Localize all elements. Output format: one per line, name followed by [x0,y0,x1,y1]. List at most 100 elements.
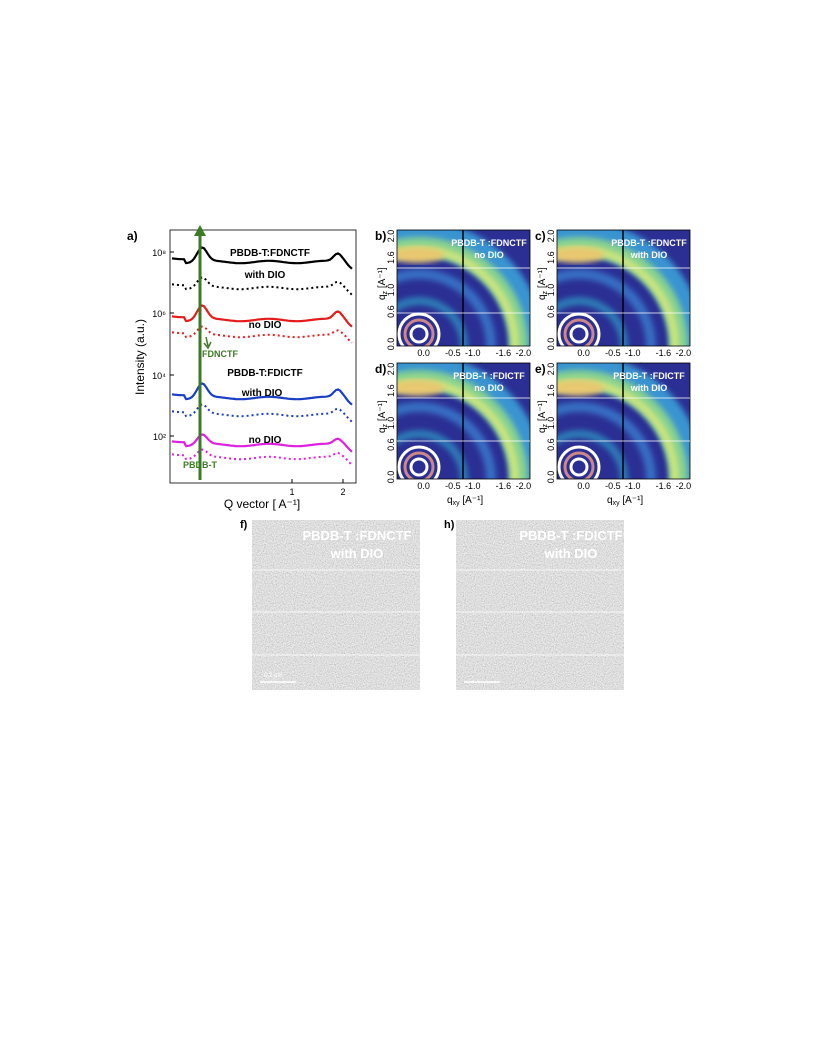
y-tick-label: 0.0 [546,471,556,484]
peak-blob [397,247,445,263]
label-sub: xy [613,500,621,507]
beam-ring [397,445,441,479]
y-tick-label: 1.0 [546,284,556,297]
panel-label: d) [375,362,386,376]
y-tick-label: 0.0 [386,471,396,484]
panel-label: f) [240,519,248,531]
scatter-ring [397,269,496,346]
label-sub: z [382,290,389,294]
label-sub: z [542,423,549,427]
y-tick-label: 0.0 [546,338,556,351]
scatter-ring [397,297,468,346]
x-tick-label: -0.5 [445,348,461,358]
label-unit: [A⁻¹] [537,267,548,291]
spectrum-curve [171,325,353,344]
x-tick-label: -1.6 [656,481,672,491]
map-layers [397,230,530,346]
beam-ring [569,324,589,344]
y-tick-label: 1.6 [546,384,556,397]
map-frame [396,362,531,480]
y-tick-label: 10⁴ [152,371,166,381]
label-base: q [607,495,613,506]
annotation: PBDB-T [183,460,217,470]
y-tick-label: 2.0 [386,230,396,243]
annotation: with DIO [244,270,286,281]
label-base: q [377,427,388,433]
y-tick-label: 1.6 [386,251,396,264]
y-tick-label: 10⁶ [152,309,166,319]
x-tick-label: -1.0 [465,481,481,491]
y-tick-label: 0.6 [386,438,396,451]
y-tick-label: 0.0 [386,338,396,351]
panel-title: with DIO [630,250,668,260]
map-layers [557,230,690,346]
label-base: q [377,294,388,300]
x-axis-label: qxy [A⁻¹] [607,495,643,507]
x-tick-label: -0.5 [445,481,461,491]
panel-title: PBDB-T :FDNCTF [451,238,527,248]
y-tick-label: 1.6 [386,384,396,397]
beam-ring [403,451,435,479]
x-tick-label: -2.0 [516,481,532,491]
y-tick-label: 0.6 [546,438,556,451]
y-axis-label: qz [A⁻¹] [377,267,389,300]
x-tick-label: -1.6 [496,348,512,358]
label-unit: [A⁻¹] [377,267,388,291]
x-tick-label: -1.6 [496,481,512,491]
y-tick-label: 2.0 [546,230,556,243]
y-tick-label: 0.6 [386,305,396,318]
image-title: PBDB-T :FDNCTF [302,528,411,543]
peak-blob [397,380,445,396]
x-tick-label: -1.6 [656,348,672,358]
giwaxs-map [556,362,691,480]
annotation: FDNCTF [202,349,238,359]
spectrum-curve [171,433,353,453]
y-axis-label: qz [A⁻¹] [537,267,549,300]
label-base: q [537,427,548,433]
label-sub: xy [453,500,461,507]
x-tick-label: -0.5 [605,348,621,358]
annotation: PBDB-T:FDICTF [227,368,303,379]
beam-ring [397,312,441,346]
label-sub: z [542,290,549,294]
giwaxs-map [396,229,531,347]
beam-ring [557,312,601,346]
map-layers [397,363,530,479]
y-axis-label: qz [A⁻¹] [377,400,389,433]
panel-title: with DIO [630,383,668,393]
map-frame [556,229,691,347]
x-tick-label: -1.0 [625,348,641,358]
panel-title: no DIO [474,250,504,260]
plot-frame [169,229,357,484]
panel-label: a) [127,229,138,243]
y-tick-label: 1.0 [386,284,396,297]
label-unit: [A⁻¹] [460,495,484,506]
panel-label: h) [444,519,455,531]
giwaxs-map [556,229,691,347]
label-unit: [A⁻¹] [620,495,644,506]
y-tick-label: 0.6 [546,305,556,318]
spectrum-curve [171,304,353,328]
beam-ring [563,318,595,346]
y-tick-label: 1.0 [386,417,396,430]
x-tick-label: -1.0 [625,481,641,491]
y-tick-label: 10² [153,432,166,442]
y-tick-label: 10⁸ [152,248,166,258]
map-layers [557,363,690,479]
tem-image [456,520,624,690]
spectrum-curve [171,382,353,406]
annotation: with DIO [241,388,283,399]
x-tick-label: -1.0 [465,348,481,358]
image-title: with DIO [330,546,384,561]
x-tick-label: 2 [340,487,345,497]
panel-label: e) [535,362,546,376]
y-tick-label: 1.0 [546,417,556,430]
x-axis-label: qxy [A⁻¹] [447,495,483,507]
panel-label: c) [535,229,546,243]
scatter-ring [557,297,628,346]
beam-ring [409,457,429,477]
x-tick-label: -0.5 [605,481,621,491]
panel-title: PBDB-T :FDICTF [613,371,685,381]
scale-label: 0.2 μm [264,673,282,679]
